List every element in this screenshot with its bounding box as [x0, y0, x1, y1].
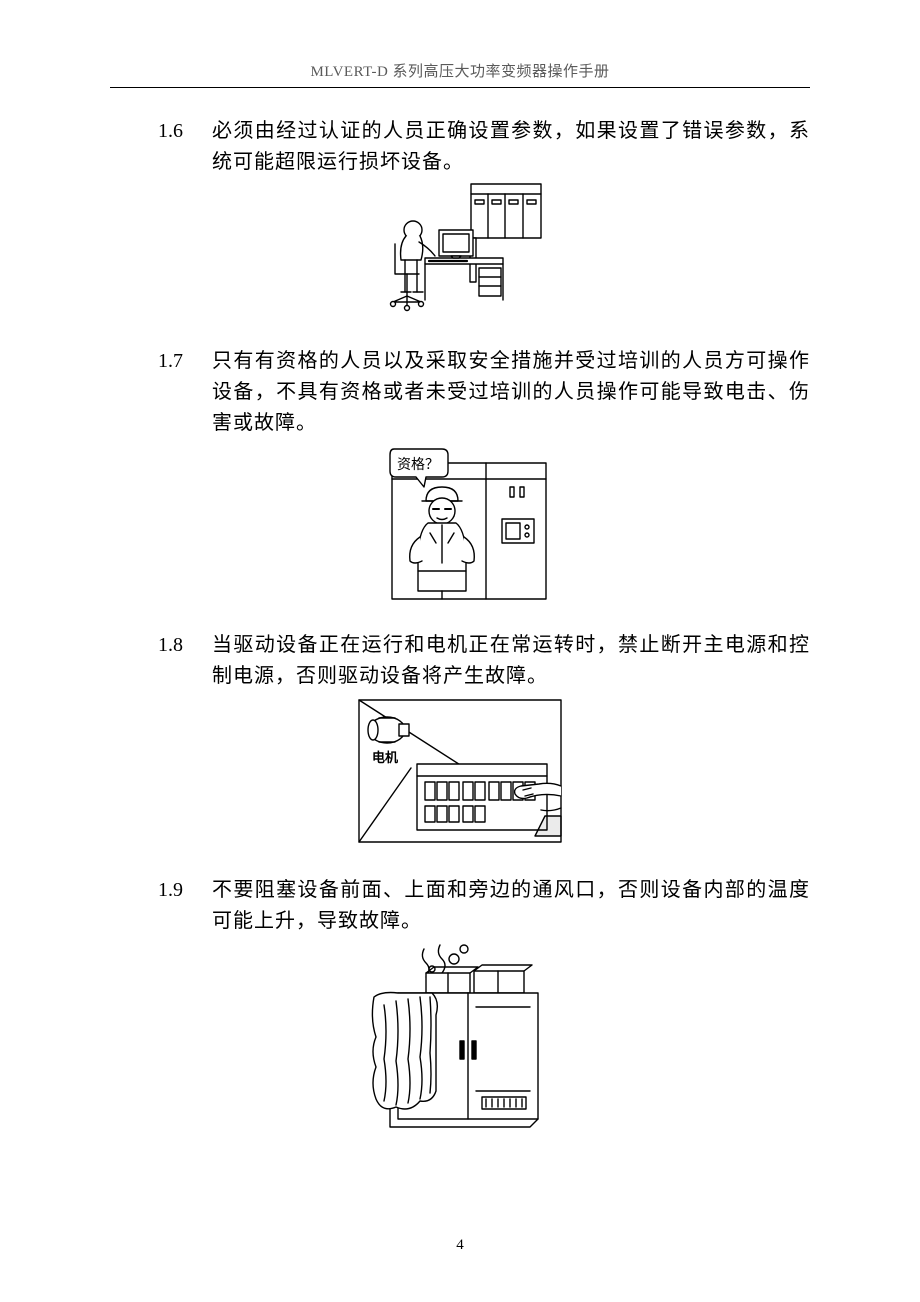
section-row: 1.8 当驱动设备正在运行和电机正在常运转时，禁止断开主电源和控制电源，否则驱动… [110, 630, 810, 692]
figure-1-9 [110, 941, 810, 1136]
section-text: 不要阻塞设备前面、上面和旁边的通风口，否则设备内部的温度可能上升，导致故障。 [212, 875, 810, 937]
page-number: 4 [456, 1237, 464, 1253]
section-1-9: 1.9 不要阻塞设备前面、上面和旁边的通风口，否则设备内部的温度可能上升，导致故… [110, 875, 810, 1136]
figure-1-7: 资格？ [110, 443, 810, 606]
section-1-7: 1.7 只有有资格的人员以及采取安全措施并受过培训的人员方可操作设备，不具有资格… [110, 346, 810, 606]
document-page: MLVERT-D 系列高压大功率变频器操作手册 1.6 必须由经过认证的人员正确… [0, 0, 920, 1200]
section-text: 当驱动设备正在运行和电机正在常运转时，禁止断开主电源和控制电源，否则驱动设备将产… [212, 630, 810, 692]
section-row: 1.6 必须由经过认证的人员正确设置参数，如果设置了错误参数，系统可能超限运行损… [110, 116, 810, 178]
motor-label: 电机 [372, 750, 398, 765]
section-text: 必须由经过认证的人员正确设置参数，如果设置了错误参数，系统可能超限运行损坏设备。 [212, 116, 810, 178]
page-header-region: MLVERT-D 系列高压大功率变频器操作手册 [110, 60, 810, 88]
operator-at-desk-icon [375, 182, 545, 317]
motor-panel-disconnect-icon: 电机 [355, 696, 565, 846]
page-footer: 4 [0, 1237, 920, 1254]
section-row: 1.7 只有有资格的人员以及采取安全措施并受过培训的人员方可操作设备，不具有资格… [110, 346, 810, 439]
section-number: 1.7 [158, 346, 212, 377]
figure-1-6 [110, 182, 810, 322]
section-row: 1.9 不要阻塞设备前面、上面和旁边的通风口，否则设备内部的温度可能上升，导致故… [110, 875, 810, 937]
section-number: 1.6 [158, 116, 212, 147]
worker-qualification-icon: 资格？ [370, 443, 550, 601]
speech-bubble-text: 资格？ [397, 457, 439, 473]
section-number: 1.8 [158, 630, 212, 661]
blocked-vents-cabinet-icon [360, 941, 560, 1131]
section-1-8: 1.8 当驱动设备正在运行和电机正在常运转时，禁止断开主电源和控制电源，否则驱动… [110, 630, 810, 851]
section-text: 只有有资格的人员以及采取安全措施并受过培训的人员方可操作设备，不具有资格或者未受… [212, 346, 810, 439]
section-number: 1.9 [158, 875, 212, 906]
header-title: MLVERT-D 系列高压大功率变频器操作手册 [310, 64, 609, 80]
section-1-6: 1.6 必须由经过认证的人员正确设置参数，如果设置了错误参数，系统可能超限运行损… [110, 116, 810, 322]
figure-1-8: 电机 [110, 696, 810, 851]
